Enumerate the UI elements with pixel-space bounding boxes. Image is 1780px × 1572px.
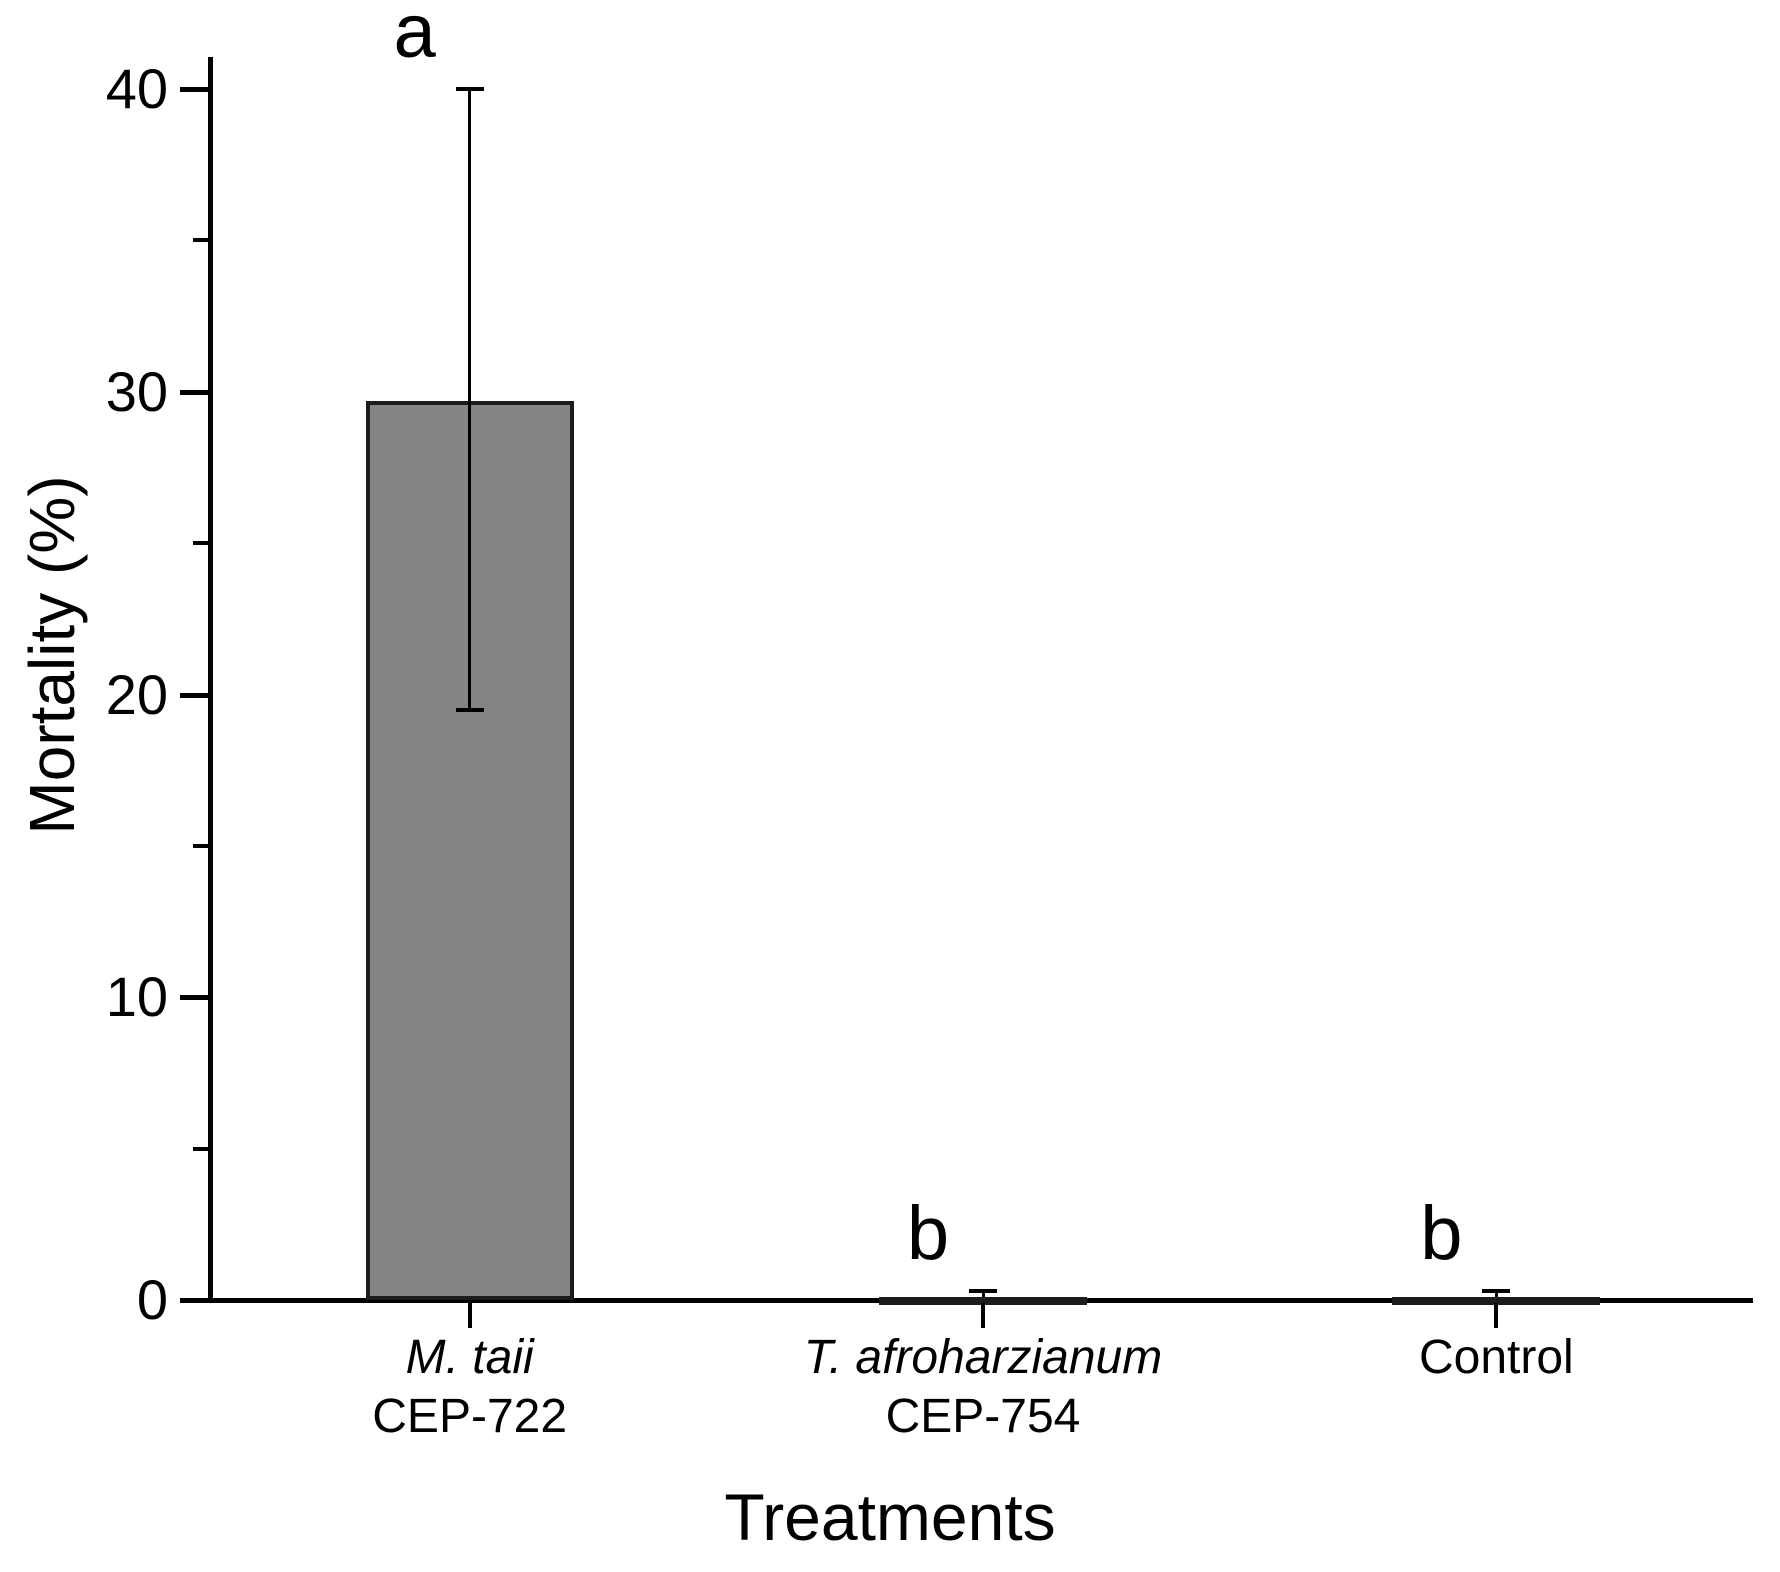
category-label: Control xyxy=(1246,1328,1746,1448)
error-bar-line xyxy=(981,1290,985,1297)
error-bar-cap-top xyxy=(969,1288,997,1293)
category-label-line1: Control xyxy=(1418,1331,1574,1384)
error-bar-line xyxy=(1494,1290,1498,1297)
category-label-line2: CEP-754 xyxy=(885,1390,1081,1443)
sig-letter: a xyxy=(393,0,436,74)
bar xyxy=(879,1296,1087,1305)
y-tick-label: 30 xyxy=(105,359,168,423)
sig-letter: b xyxy=(1420,1190,1463,1276)
y-major-tick xyxy=(180,692,208,698)
category-label-line2: CEP-722 xyxy=(372,1390,568,1443)
error-bar-line xyxy=(468,89,472,710)
y-minor-tick xyxy=(193,843,208,848)
category-tick xyxy=(981,1303,985,1328)
error-bar-cap-bottom xyxy=(455,707,484,712)
y-minor-tick xyxy=(193,1146,208,1151)
category-label: T. afroharzianum CEP-754 xyxy=(733,1328,1233,1448)
category-label-line1: M. taii xyxy=(405,1331,534,1384)
category-tick xyxy=(1494,1303,1499,1328)
category-label-line1: T. afroharzianum xyxy=(803,1331,1163,1384)
y-major-tick xyxy=(180,389,208,395)
y-major-tick xyxy=(180,1298,208,1303)
y-major-tick xyxy=(180,87,208,92)
y-tick-label: 10 xyxy=(105,965,168,1029)
sig-letter: b xyxy=(906,1190,950,1276)
error-bar-cap-top xyxy=(455,87,484,91)
y-tick-label: 20 xyxy=(105,662,168,726)
category-label: M. taii CEP-722 xyxy=(220,1328,720,1448)
y-minor-tick xyxy=(193,238,208,243)
x-axis-title: Treatments xyxy=(724,1480,1056,1554)
y-tick-label: 0 xyxy=(136,1268,168,1331)
y-tick-label: 40 xyxy=(105,57,168,120)
error-bar-cap-top xyxy=(1482,1288,1511,1293)
y-axis-spine xyxy=(208,57,213,1302)
bar xyxy=(1392,1296,1601,1305)
y-axis-title: Mortality (%) xyxy=(16,475,88,835)
category-tick xyxy=(467,1303,472,1328)
y-minor-tick xyxy=(193,541,208,546)
y-major-tick xyxy=(180,995,208,1001)
